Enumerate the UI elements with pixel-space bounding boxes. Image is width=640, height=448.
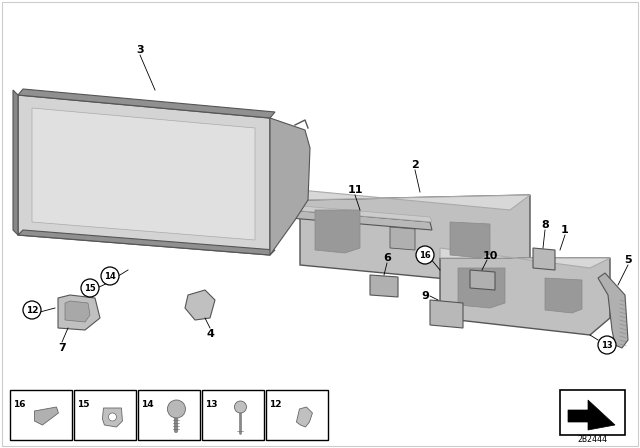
Text: 12: 12 xyxy=(269,400,282,409)
Polygon shape xyxy=(18,89,275,118)
Polygon shape xyxy=(458,268,505,308)
Polygon shape xyxy=(32,108,255,240)
Circle shape xyxy=(101,267,119,285)
Polygon shape xyxy=(430,300,463,328)
Polygon shape xyxy=(296,407,312,427)
Text: 9: 9 xyxy=(421,291,429,301)
Polygon shape xyxy=(370,275,398,297)
Text: 13: 13 xyxy=(205,400,218,409)
Polygon shape xyxy=(300,195,530,285)
Polygon shape xyxy=(65,301,90,322)
Text: 14: 14 xyxy=(141,400,154,409)
Text: 16: 16 xyxy=(13,400,26,409)
Text: 5: 5 xyxy=(624,255,632,265)
Bar xyxy=(202,390,264,440)
Polygon shape xyxy=(102,408,122,427)
Circle shape xyxy=(416,246,434,264)
Circle shape xyxy=(23,301,41,319)
Bar xyxy=(10,390,72,440)
Circle shape xyxy=(598,336,616,354)
Text: 3: 3 xyxy=(136,45,144,55)
Polygon shape xyxy=(290,210,432,230)
Polygon shape xyxy=(35,407,58,425)
Polygon shape xyxy=(315,210,360,253)
Circle shape xyxy=(108,413,116,421)
Polygon shape xyxy=(440,248,610,268)
Polygon shape xyxy=(185,290,215,320)
Polygon shape xyxy=(545,278,582,313)
Text: 1: 1 xyxy=(561,225,569,235)
Circle shape xyxy=(168,400,186,418)
Text: 15: 15 xyxy=(84,284,96,293)
Bar xyxy=(138,390,200,440)
Polygon shape xyxy=(18,230,275,255)
Text: 10: 10 xyxy=(483,251,498,261)
Circle shape xyxy=(81,279,99,297)
Text: 2: 2 xyxy=(411,160,419,170)
Text: 13: 13 xyxy=(601,340,613,349)
Text: 8: 8 xyxy=(541,220,549,230)
Bar xyxy=(266,390,328,440)
Polygon shape xyxy=(450,222,490,258)
Text: 12: 12 xyxy=(26,306,38,314)
Text: 2B2444: 2B2444 xyxy=(577,435,607,444)
Circle shape xyxy=(234,401,246,413)
Polygon shape xyxy=(440,258,610,335)
Bar xyxy=(74,390,136,440)
Polygon shape xyxy=(13,90,18,235)
Polygon shape xyxy=(568,400,615,430)
Text: 6: 6 xyxy=(383,253,391,263)
Text: 14: 14 xyxy=(104,271,116,280)
Polygon shape xyxy=(18,95,270,255)
Polygon shape xyxy=(470,270,495,290)
Text: 11: 11 xyxy=(348,185,363,195)
Polygon shape xyxy=(533,248,555,270)
Text: 15: 15 xyxy=(77,400,90,409)
Polygon shape xyxy=(270,118,310,255)
Polygon shape xyxy=(598,273,628,348)
Bar xyxy=(560,390,625,435)
Polygon shape xyxy=(58,295,100,330)
Text: 7: 7 xyxy=(58,343,66,353)
Polygon shape xyxy=(390,227,415,250)
Polygon shape xyxy=(290,205,432,222)
Polygon shape xyxy=(300,190,530,210)
Text: 16: 16 xyxy=(419,250,431,259)
Text: 4: 4 xyxy=(206,329,214,339)
